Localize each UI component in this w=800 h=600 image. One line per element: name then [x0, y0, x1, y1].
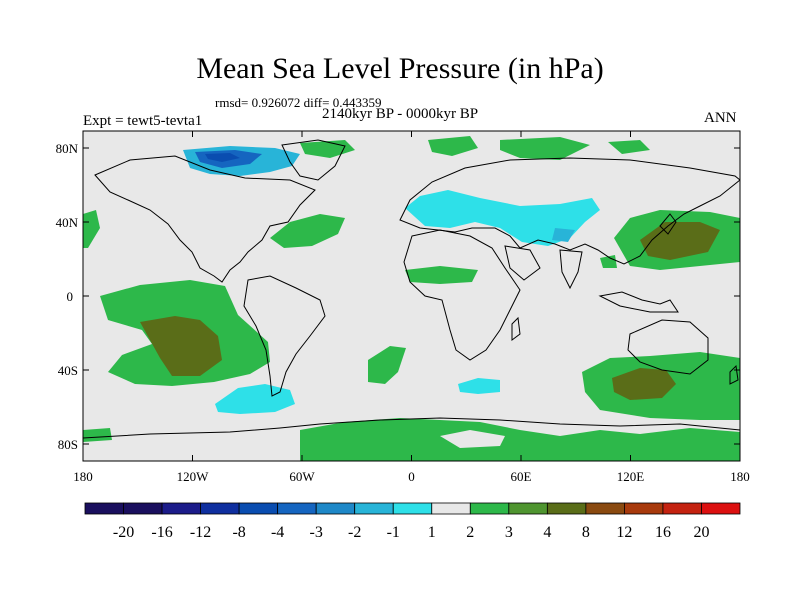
coast-antarctica	[83, 417, 740, 439]
contour-pacific-north-pos-core	[640, 222, 720, 260]
lat-label-40n: 40N	[56, 215, 79, 230]
coast-eurasia	[399, 157, 740, 265]
colorbar-box-3	[200, 502, 240, 515]
lon-label-0: 0	[408, 469, 415, 484]
colorbar-label-0: -20	[113, 524, 134, 541]
experiment-label: Expt = tewt5-tevta1	[83, 113, 203, 129]
coast-indonesia	[598, 291, 679, 313]
contour-edge-west	[83, 210, 100, 248]
lon-label-180e: 180	[730, 469, 750, 484]
colorbar-box-11	[508, 502, 548, 515]
colorbar-label-13: 12	[616, 524, 632, 541]
period-label: 2140kyr BP - 0000kyr BP	[322, 106, 479, 122]
contour-antarctic-edge	[83, 428, 112, 442]
colorbar-box-12	[546, 502, 587, 515]
contour-north-green-3	[500, 137, 590, 160]
contour-north-green-4	[608, 140, 650, 154]
coast-madagascar	[511, 316, 521, 341]
coast-japan	[659, 213, 677, 235]
colorbar-label-4: -4	[271, 524, 284, 541]
coast-greenland	[281, 139, 346, 181]
colorbar-box-14	[624, 502, 664, 515]
colorbar-box-9	[431, 502, 471, 515]
coast-africa	[403, 229, 521, 361]
colorbar-label-12: 8	[582, 524, 590, 541]
colorbar-box-6	[315, 502, 356, 515]
coast-australia	[627, 319, 709, 375]
tick-marks	[82, 131, 741, 461]
contour-south-pacific-pos-core	[140, 316, 222, 376]
colorbar-label-15: 20	[693, 524, 709, 541]
coast-south-america	[243, 275, 326, 397]
colorbar-label-5: -3	[310, 524, 323, 541]
contour-eurasia-neg-core	[552, 228, 575, 242]
contour-drake-neg	[215, 384, 295, 414]
colorbar-label-7: -1	[387, 524, 400, 541]
colorbar-box-13	[585, 502, 625, 515]
lon-label-120w: 120W	[177, 469, 210, 484]
coast-arabia	[504, 245, 541, 281]
contour-asia-small	[600, 255, 617, 268]
colorbar-label-14: 16	[655, 524, 671, 541]
contour-north-atlantic-pos	[270, 214, 345, 248]
colorbar-label-2: -12	[190, 524, 211, 541]
coast-new-zealand	[729, 364, 739, 385]
colorbar-box-15	[662, 502, 702, 515]
contour-south-atlantic-pos	[368, 346, 406, 384]
colorbar: -20 -16 -12 -8 -4 -3 -2 -1 1 2 3 4 8 12 16 20	[84, 502, 741, 541]
colorbar-box-10	[469, 502, 510, 515]
lat-label-40s: 40S	[58, 363, 78, 378]
colorbar-label-8: 1	[428, 524, 436, 541]
colorbar-box-0	[84, 502, 124, 515]
colorbar-label-3: -8	[232, 524, 245, 541]
lat-label-80n: 80N	[56, 141, 79, 156]
colorbar-box-16	[701, 502, 741, 515]
lon-label-180w: 180	[73, 469, 93, 484]
lat-label-80s: 80S	[58, 437, 78, 452]
coastlines	[83, 139, 740, 439]
contour-indian-neg	[458, 378, 500, 394]
contour-antarctic-gap	[440, 430, 505, 448]
colorbar-box-7	[354, 502, 394, 515]
colorbar-box-1	[123, 502, 163, 515]
contour-eurasia-neg	[405, 190, 600, 246]
map-title: Mean Sea Level Pressure (in hPa)	[196, 52, 604, 85]
season-label: ANN	[704, 110, 737, 126]
lon-label-60e: 60E	[511, 469, 532, 484]
lon-label-120e: 120E	[617, 469, 645, 484]
colorbar-box-8	[392, 502, 433, 515]
coast-north-america	[94, 155, 316, 283]
contour-antarctic-pos	[300, 418, 740, 461]
colorbar-box-2	[161, 502, 201, 515]
lat-label-0: 0	[67, 289, 74, 304]
contour-north-green-2	[428, 136, 478, 156]
statistics-label: rmsd= 0.926072 diff= 0.443359	[215, 95, 382, 110]
lon-label-60w: 60W	[289, 469, 315, 484]
colorbar-label-6: -2	[348, 524, 361, 541]
colorbar-box-5	[277, 502, 317, 515]
colorbar-label-10: 3	[505, 524, 513, 541]
contour-sahara-pos	[405, 266, 478, 284]
contour-indian-south-pos-core	[612, 368, 676, 400]
colorbar-label-9: 2	[466, 524, 474, 541]
colorbar-box-4	[238, 502, 279, 515]
colorbar-label-11: 4	[543, 524, 551, 541]
colorbar-label-1: -16	[151, 524, 172, 541]
coast-india	[559, 249, 583, 290]
contour-greenland-neg-deep	[205, 153, 240, 162]
